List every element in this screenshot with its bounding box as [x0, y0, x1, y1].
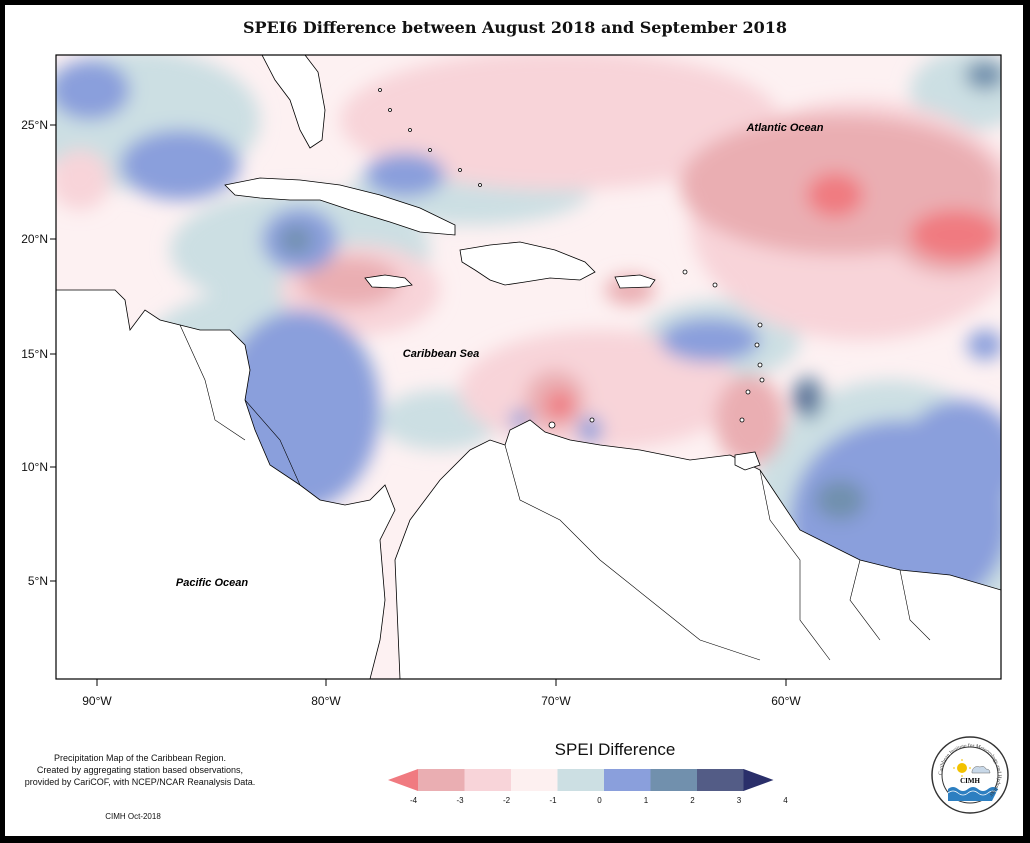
legend-swatch — [557, 769, 605, 791]
field-layer — [56, 55, 1001, 679]
lat-tick: 15°N — [21, 347, 56, 361]
wet-zone-gulf — [120, 130, 240, 200]
wet-zone-antilles — [660, 318, 760, 362]
legend-swatch — [697, 769, 744, 791]
footnote: Precipitation Map of the Caribbean Regio… — [0, 752, 280, 788]
legend-tick-label: 1 — [644, 796, 649, 805]
legend-arrow-left — [388, 769, 418, 791]
legend-swatch — [650, 769, 698, 791]
legend-title: SPEI Difference — [554, 740, 676, 759]
legend-tick-label: -4 — [410, 796, 418, 805]
footnote-line: provided by CariCOF, with NCEP/NCAR Rean… — [24, 777, 256, 787]
pacific-ocean-label: Pacific Ocean — [176, 577, 248, 589]
legend-swatch — [511, 769, 558, 791]
legend-swatch — [604, 769, 651, 791]
pink-zone-atlantic — [340, 55, 780, 190]
svg-text:5°N: 5°N — [28, 574, 48, 588]
legend-swatch — [464, 769, 512, 791]
legend-tick-label: -3 — [456, 796, 464, 805]
caribbean-sea-label: Caribbean Sea — [403, 348, 479, 360]
jamaica-landmass — [364, 274, 413, 289]
lat-tick: 20°N — [21, 232, 56, 246]
legend-tick-label: 3 — [737, 796, 742, 805]
legend-tick-label: 4 — [783, 796, 788, 805]
lon-tick: 90°W — [82, 679, 112, 708]
legend-tick-label: 0 — [597, 796, 602, 805]
waves-icon — [948, 787, 998, 801]
svg-text:25°N: 25°N — [21, 118, 48, 132]
svg-text:15°N: 15°N — [21, 347, 48, 361]
country-borders — [179, 324, 931, 661]
lon-tick: 60°W — [771, 679, 801, 708]
legend-arrow-right — [743, 769, 774, 791]
svg-text:60°W: 60°W — [771, 694, 801, 708]
latitude-axis: 25°N 20°N 15°N 10°N 5°N — [21, 118, 56, 588]
svg-text:10°N: 10°N — [21, 460, 48, 474]
cuba-landmass — [224, 177, 456, 236]
svg-text:CIMH: CIMH — [960, 777, 980, 785]
cloud-icon — [971, 766, 991, 774]
lon-tick: 80°W — [311, 679, 341, 708]
footnote-line: Precipitation Map of the Caribbean Regio… — [53, 753, 227, 763]
longitude-axis: 90°W 80°W 70°W 60°W — [82, 679, 801, 708]
legend-tick-label: -1 — [549, 796, 557, 805]
lat-tick: 25°N — [21, 118, 56, 132]
legend-colorbar: -4 -3 -2 -1 0 1 2 3 4 — [388, 769, 788, 805]
credit-text: CIMH Oct-2018 — [105, 812, 161, 821]
map-title: SPEI6 Difference between August 2018 and… — [242, 18, 788, 37]
trinidad-landmass — [734, 451, 761, 471]
cimh-logo: CIMH Caribbean Institute for Meteorology… — [931, 736, 1009, 814]
atlantic-ocean-label: Atlantic Ocean — [745, 122, 823, 134]
lat-tick: 10°N — [21, 460, 56, 474]
strong-deficit-core-1 — [807, 173, 863, 217]
central-america-landmass — [56, 289, 396, 679]
footnote-line: Created by aggregating station based obs… — [36, 765, 244, 775]
lon-tick: 70°W — [541, 679, 571, 708]
puerto-rico-landmass — [614, 274, 656, 289]
svg-text:70°W: 70°W — [541, 694, 571, 708]
svg-text:20°N: 20°N — [21, 232, 48, 246]
map-border — [55, 54, 1002, 680]
lat-tick: 5°N — [28, 574, 56, 588]
legend-swatch — [418, 769, 465, 791]
legend-tick-label: -2 — [503, 796, 511, 805]
land-outlines — [56, 55, 1001, 679]
legend-tick-label: 2 — [690, 796, 695, 805]
hispaniola-landmass — [459, 241, 596, 286]
svg-text:90°W: 90°W — [82, 694, 112, 708]
svg-text:80°W: 80°W — [311, 694, 341, 708]
sun-icon — [957, 763, 967, 773]
strong-deficit-core-2 — [910, 210, 1000, 260]
florida-landmass — [261, 55, 326, 149]
